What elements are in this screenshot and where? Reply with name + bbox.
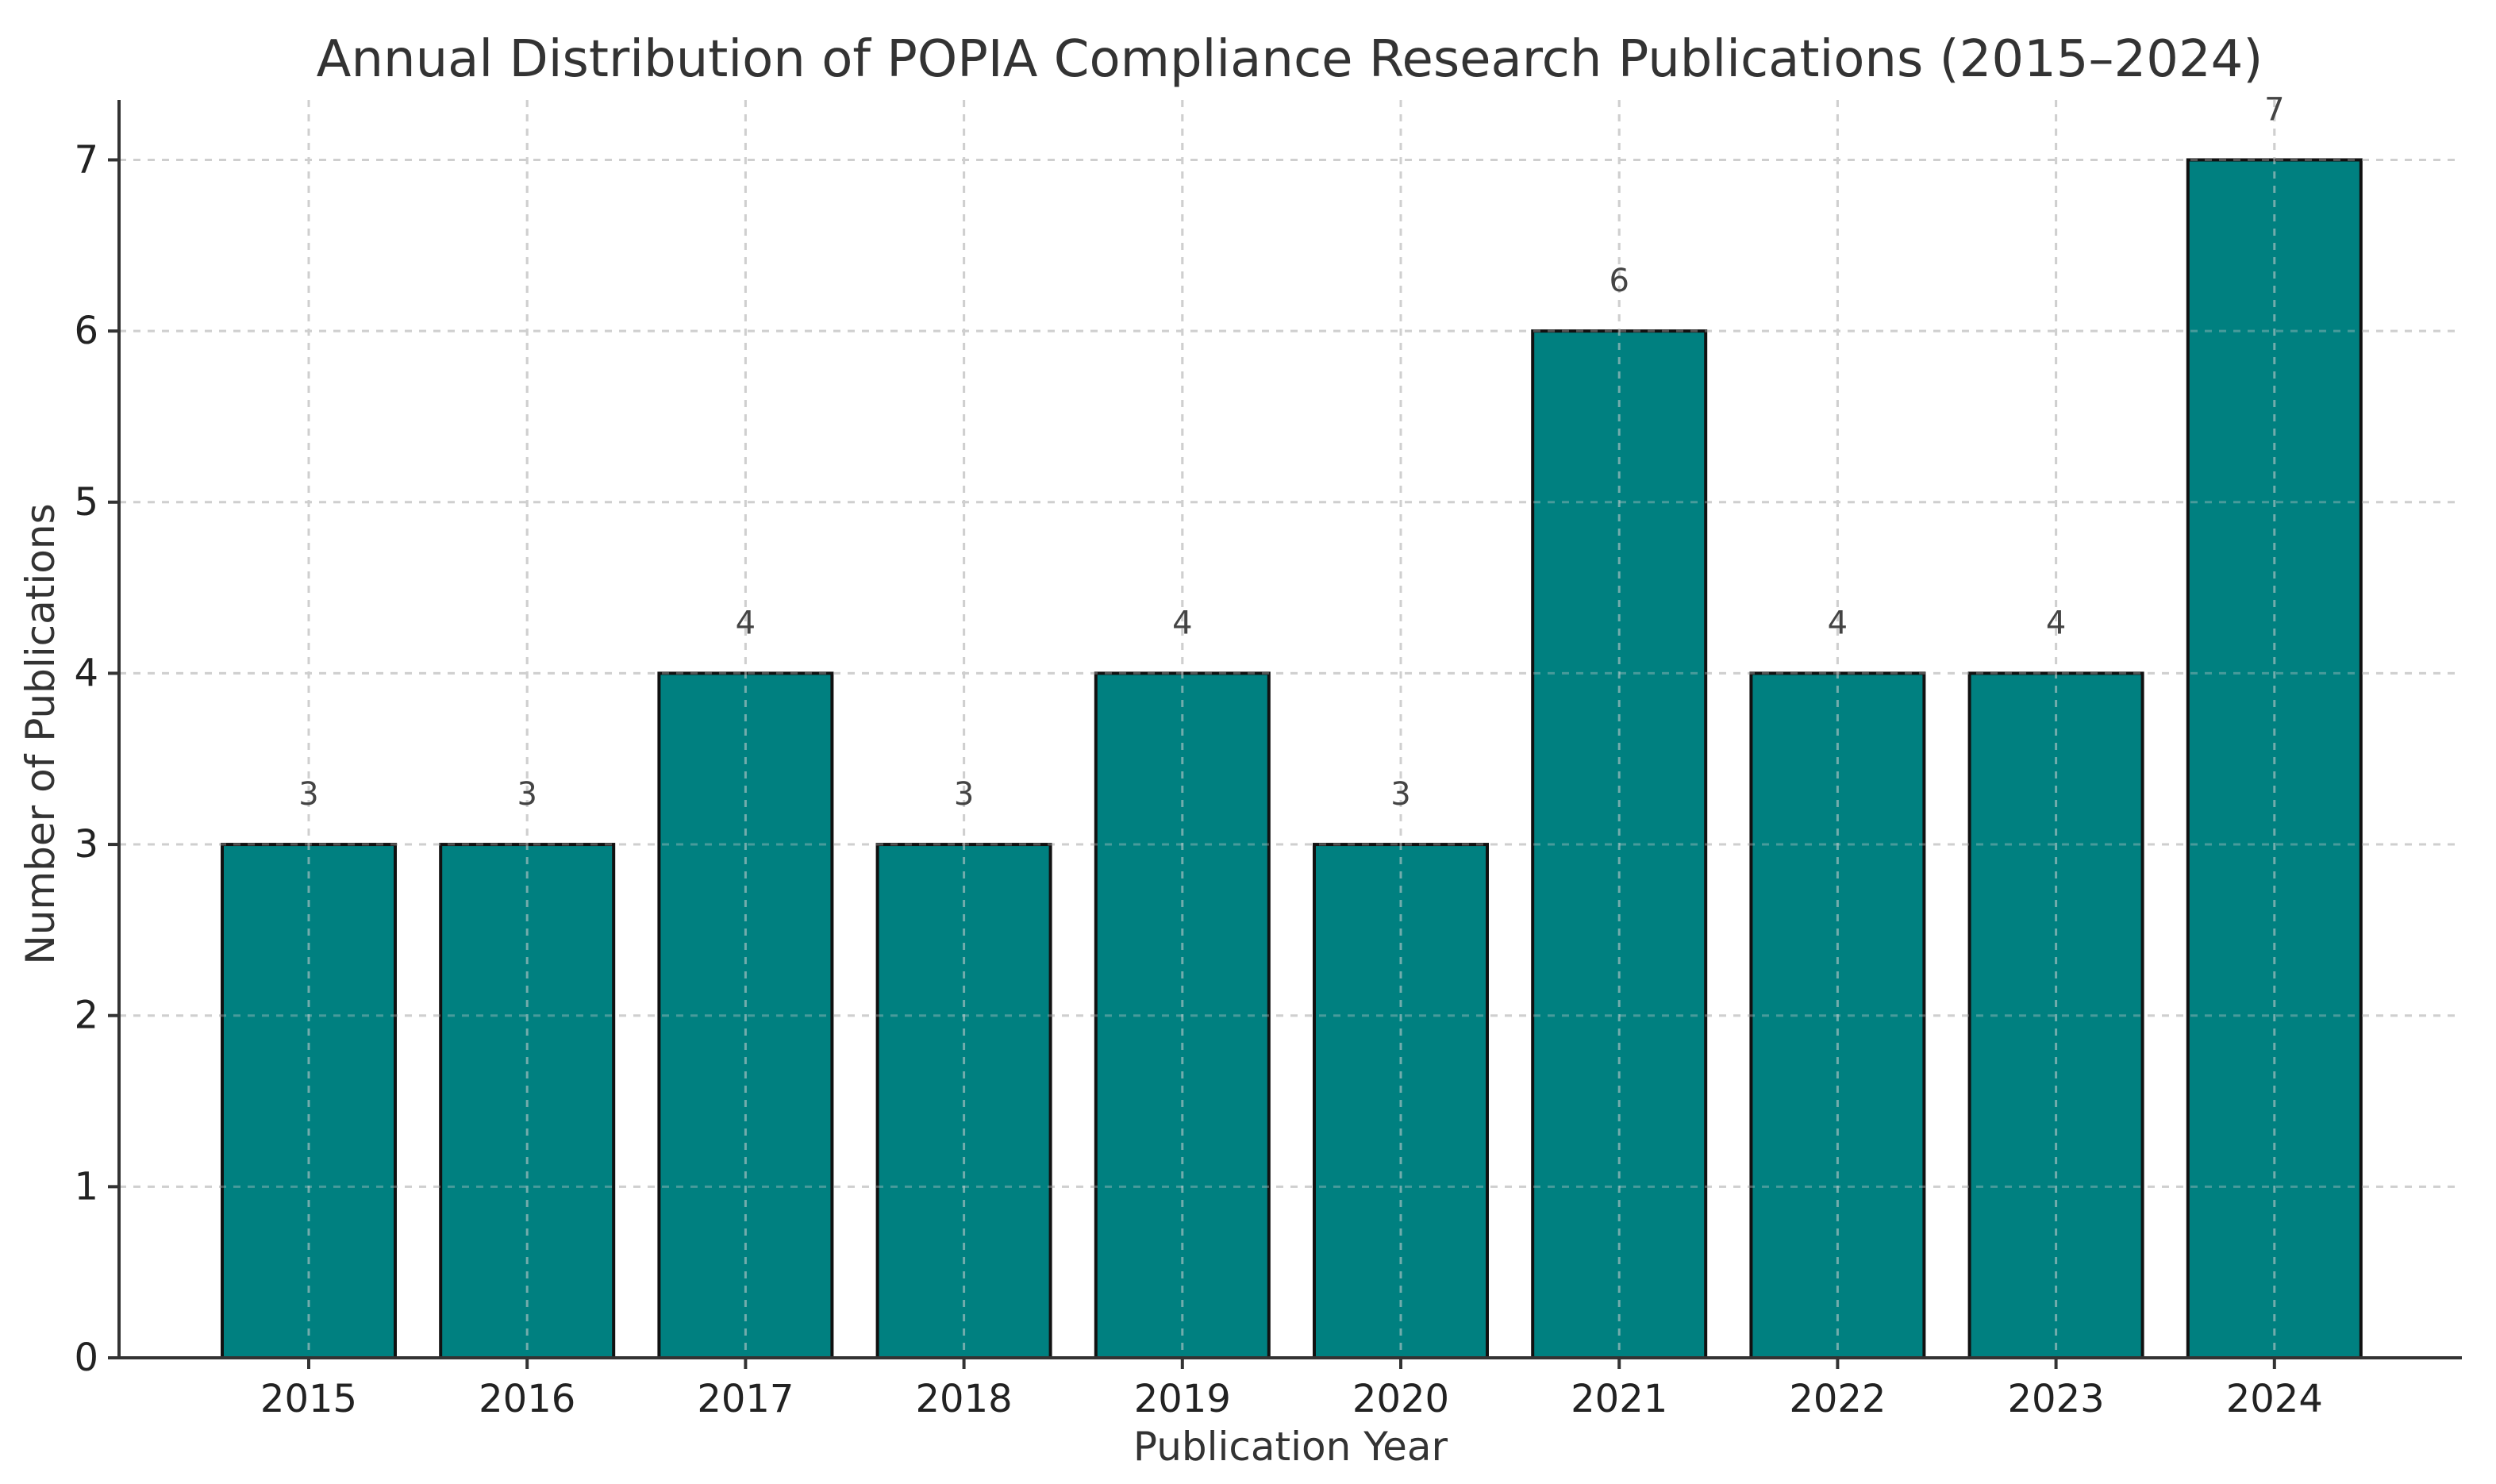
x-tick-label-2017: 2017: [697, 1377, 794, 1421]
x-tick-label-2024: 2024: [2226, 1377, 2323, 1421]
x-tick-label-2016: 2016: [479, 1377, 575, 1421]
y-tick-label: 3: [74, 822, 98, 867]
y-tick-label: 2: [74, 994, 98, 1038]
data-label-2019: 4: [1172, 605, 1192, 641]
y-tick-label: 0: [74, 1336, 98, 1380]
x-tick-label-2019: 2019: [1134, 1377, 1231, 1421]
x-tick-label-2018: 2018: [916, 1377, 1013, 1421]
x-tick-label-2015: 2015: [260, 1377, 357, 1421]
data-label-2023: 4: [2046, 605, 2066, 641]
y-tick-label: 5: [74, 480, 98, 525]
y-tick-label: 7: [74, 137, 98, 182]
axes: [117, 100, 2462, 1359]
data-labels: 3 3 4 3 4 3 6 4 4 7: [298, 91, 2284, 813]
tick-labels: 0 1 2 3 4 5 6 7 2015 2016 2017 2018 2019 2020 2021 2022…: [74, 137, 2322, 1421]
data-label-2015: 3: [298, 776, 318, 813]
y-tick-label: 1: [74, 1164, 98, 1209]
x-tick-label-2022: 2022: [1789, 1377, 1886, 1421]
data-label-2024: 7: [2264, 91, 2284, 128]
y-tick-label: 4: [74, 651, 98, 695]
data-label-2021: 6: [1609, 263, 1629, 299]
data-label-2020: 3: [1390, 776, 1410, 813]
data-label-2017: 4: [736, 605, 756, 641]
y-axis-label: Number of Publications: [17, 503, 63, 964]
x-tick-label-2023: 2023: [2008, 1377, 2105, 1421]
data-label-2022: 4: [1828, 605, 1848, 641]
x-tick-label-2021: 2021: [1571, 1377, 1667, 1421]
x-axis-label: Publication Year: [1133, 1424, 1448, 1470]
bars: [119, 100, 2462, 1360]
data-label-2018: 3: [954, 776, 974, 813]
chart-title: Annual Distribution of POPIA Compliance …: [317, 30, 2263, 89]
x-tick-label-2020: 2020: [1352, 1377, 1449, 1421]
y-tick-label: 6: [74, 309, 98, 353]
data-label-2016: 3: [517, 776, 537, 813]
